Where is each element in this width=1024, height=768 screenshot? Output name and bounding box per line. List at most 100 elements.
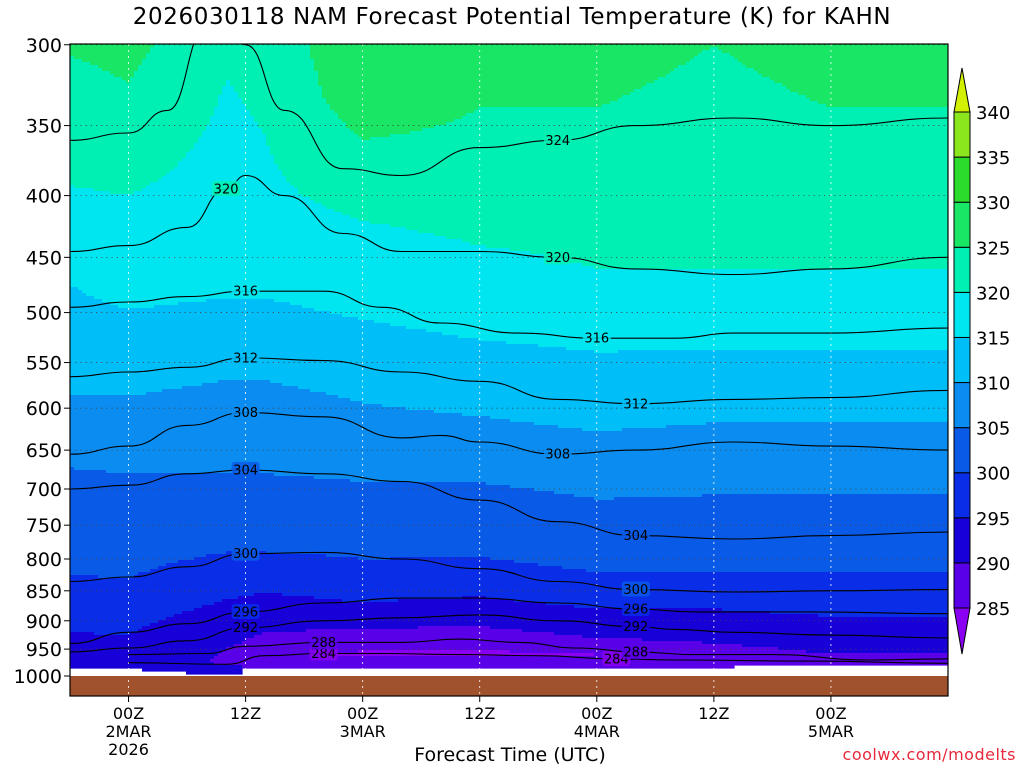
theta-fill-cell — [418, 131, 423, 234]
theta-fill-cell — [742, 611, 747, 648]
theta-fill-cell — [750, 350, 755, 423]
theta-fill-cell — [438, 656, 443, 669]
theta-fill-cell — [670, 425, 675, 498]
contour-label-288: 288 — [623, 645, 648, 660]
theta-fill-cell — [678, 44, 683, 66]
theta-fill-cell — [326, 599, 331, 630]
contour-label-320: 320 — [214, 182, 239, 197]
theta-fill-cell — [738, 611, 743, 645]
theta-fill-cell — [866, 44, 871, 108]
theta-fill-cell — [202, 44, 207, 132]
theta-fill-cell — [538, 653, 543, 657]
theta-fill-cell — [298, 596, 303, 633]
theta-fill-cell — [542, 254, 547, 348]
theta-fill-cell — [530, 656, 535, 669]
theta-fill-cell — [258, 44, 263, 129]
theta-fill-cell — [658, 44, 663, 78]
theta-fill-cell — [622, 44, 627, 96]
theta-fill-cell — [926, 269, 931, 351]
theta-fill-cell — [406, 329, 411, 411]
theta-fill-cell — [666, 74, 671, 270]
colorbar-segment — [953, 156, 971, 203]
theta-fill-cell — [586, 638, 591, 654]
theta-fill-cell — [470, 557, 475, 597]
theta-fill-cell — [750, 44, 755, 69]
theta-fill-cell — [182, 386, 187, 474]
theta-fill-cell — [514, 488, 519, 564]
credit-link[interactable]: coolwx.com/modelts — [842, 745, 1016, 764]
theta-fill-cell — [502, 341, 507, 420]
theta-fill-cell — [542, 656, 547, 669]
theta-fill-cell — [278, 170, 283, 303]
theta-fill-cell — [502, 107, 507, 249]
theta-fill-cell — [482, 626, 487, 651]
theta-fill-cell — [618, 98, 623, 270]
theta-fill-cell — [490, 599, 495, 630]
theta-fill-cell — [842, 350, 847, 423]
theta-fill-cell — [522, 563, 527, 603]
theta-fill-cell — [74, 59, 79, 189]
theta-fill-cell — [182, 44, 187, 159]
theta-fill-cell — [422, 410, 427, 483]
theta-fill-cell — [78, 632, 83, 669]
theta-fill-cell — [794, 92, 799, 270]
theta-fill-cell — [166, 44, 171, 174]
theta-fill-cell — [746, 611, 751, 648]
theta-fill-cell — [494, 650, 499, 657]
theta-fill-cell — [158, 305, 163, 393]
theta-fill-cell — [882, 422, 887, 495]
theta-fill-cell — [678, 497, 683, 573]
theta-fill-cell — [490, 341, 495, 420]
theta-fill-cell — [458, 413, 463, 483]
theta-fill-cell — [378, 323, 383, 405]
theta-fill-cell — [510, 422, 515, 489]
theta-fill-cell — [790, 494, 795, 573]
theta-fill-cell — [786, 269, 791, 351]
theta-fill-cell — [282, 596, 287, 633]
theta-fill-cell — [766, 350, 771, 423]
theta-fill-cell — [458, 239, 463, 339]
theta-fill-cell — [762, 77, 767, 270]
theta-fill-cell — [170, 563, 175, 618]
theta-fill-cell — [546, 656, 551, 669]
theta-fill-cell — [506, 650, 511, 657]
theta-fill-cell — [758, 269, 763, 351]
theta-fill-cell — [274, 632, 279, 669]
theta-fill-cell — [306, 44, 311, 198]
theta-fill-cell — [374, 482, 379, 561]
y-tick-label-850: 850 — [26, 581, 62, 603]
theta-fill-cell — [674, 350, 679, 426]
theta-fill-cell — [222, 44, 227, 87]
colorbar-top-arrow — [953, 67, 971, 113]
theta-fill-cell — [370, 602, 375, 630]
theta-fill-cell — [250, 116, 255, 300]
theta-fill-cell — [186, 473, 191, 561]
theta-fill-cell — [150, 182, 155, 309]
theta-fill-cell — [510, 653, 515, 657]
theta-fill-cell — [938, 350, 943, 423]
theta-fill-cell — [690, 269, 695, 351]
theta-fill-cell — [330, 314, 335, 396]
theta-fill-cell — [554, 656, 559, 669]
theta-fill-cell — [706, 494, 711, 573]
theta-fill-cell — [562, 347, 567, 429]
theta-fill-cell — [442, 482, 447, 558]
theta-fill-cell — [658, 77, 663, 270]
theta-fill-cell — [426, 233, 431, 333]
theta-fill-cell — [314, 554, 319, 600]
theta-fill-cell — [378, 404, 383, 483]
theta-fill-cell — [674, 44, 679, 69]
theta-fill-cell — [714, 494, 719, 573]
theta-fill-cell — [910, 572, 915, 618]
theta-fill-cell — [446, 650, 451, 657]
theta-fill-cell — [834, 653, 839, 666]
theta-fill-cell — [686, 497, 691, 573]
theta-fill-cell — [546, 347, 551, 426]
theta-fill-cell — [570, 605, 575, 636]
theta-fill-cell — [102, 635, 107, 669]
theta-fill-cell — [458, 650, 463, 657]
theta-fill-cell — [514, 656, 519, 669]
y-tick-label-300: 300 — [26, 35, 62, 57]
theta-fill-cell — [934, 422, 939, 495]
theta-fill-cell — [790, 422, 795, 495]
